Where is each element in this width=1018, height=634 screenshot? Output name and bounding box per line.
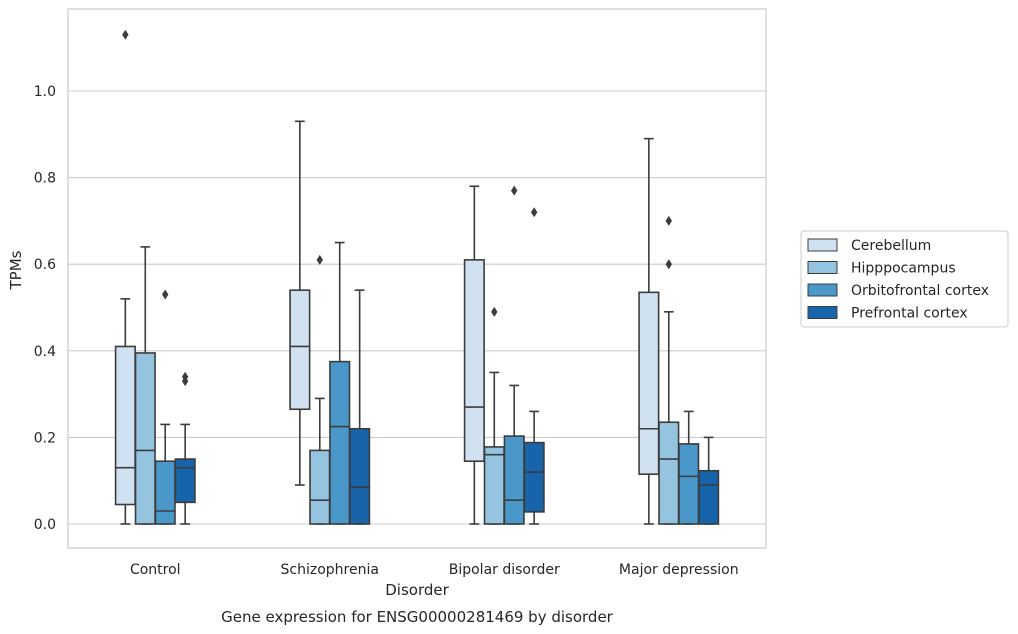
outlier-point [491,306,498,317]
box-iqr [523,441,545,513]
box-orbitofrontal-cortex [329,241,351,525]
legend-label: Cerebellum [851,238,931,254]
plot-area-frame [67,8,767,549]
x-axis-label: Disorder [385,581,449,599]
box-orbitofrontal-cortex [678,410,700,525]
y-tick-label: 0.0 [34,517,56,533]
legend-swatch [807,306,838,319]
outlier-point [162,289,169,300]
outlier-point [316,254,323,265]
legend-item: Hipppocampus [807,261,956,277]
box-iqr [463,259,485,463]
box-orbitofrontal-cortex [154,289,176,525]
box-cerebellum [638,137,660,525]
legend-swatch [807,238,838,252]
outlier-point [665,259,672,270]
box-iqr [483,446,505,525]
box-iqr [349,427,371,525]
box-orbitofrontal-cortex [503,185,525,525]
y-axis-label: TPMs [7,250,25,290]
box-plot-marks [114,29,720,525]
legend-label: Orbitofrontal cortex [851,283,989,299]
box-cerebellum [289,120,311,486]
x-axis-ticks: Control Schizophrenia Bipolar disorder Majo… [130,562,739,578]
legend: Cerebellum Hipppocampus Orbitofrontal cort… [800,230,1009,328]
outlier-point [530,207,538,218]
y-axis-ticks: 0.0 0.2 0.4 0.6 0.8 1.0 [34,84,56,533]
box-hipppocampus [309,254,331,525]
box-prefrontal-cortex [349,289,371,525]
y-tick-label: 0.2 [34,430,56,446]
box-iqr [114,345,136,506]
x-tick-label: Control [130,562,181,578]
y-tick-label: 0.8 [34,171,56,187]
outlier-point [511,185,518,196]
box-hipppocampus [658,215,680,525]
box-hipppocampus [134,246,156,525]
outlier-point [122,29,129,40]
box-iqr [698,469,720,525]
x-tick-label: Schizophrenia [281,562,379,578]
box-iqr [658,421,680,525]
outlier-point [665,215,672,226]
box-iqr [289,289,311,411]
box-iqr [329,360,351,525]
y-tick-label: 1.0 [34,84,56,100]
box-iqr [638,291,660,476]
x-tick-label: Major depression [619,562,739,578]
box-cerebellum [114,29,136,525]
y-tick-label: 0.6 [34,257,56,273]
legend-swatch [807,283,838,297]
box-iqr [154,460,176,525]
legend-label: Prefrontal cortex [851,306,968,322]
legend-item: Cerebellum [807,238,931,254]
x-tick-label: Bipolar disorder [449,562,560,578]
box-prefrontal-cortex [523,207,545,525]
box-iqr [134,352,156,525]
outlier-point [181,371,189,382]
box-iqr [678,443,700,525]
legend-item: Orbitofrontal cortex [807,283,989,299]
box-prefrontal-cortex [698,436,720,525]
legend-swatch [807,261,838,274]
y-tick-label: 0.4 [34,344,56,360]
legend-item: Prefrontal cortex [807,306,968,322]
box-iqr [309,449,331,525]
box-cerebellum [463,185,485,525]
box-iqr [503,435,525,525]
box-hipppocampus [483,306,505,525]
box-iqr [174,458,196,504]
legend-frame [800,230,1009,328]
legend-label: Hipppocampus [851,261,956,277]
chart-caption: Gene expression for ENSG00000281469 by d… [221,608,614,626]
box-prefrontal-cortex [174,371,196,525]
